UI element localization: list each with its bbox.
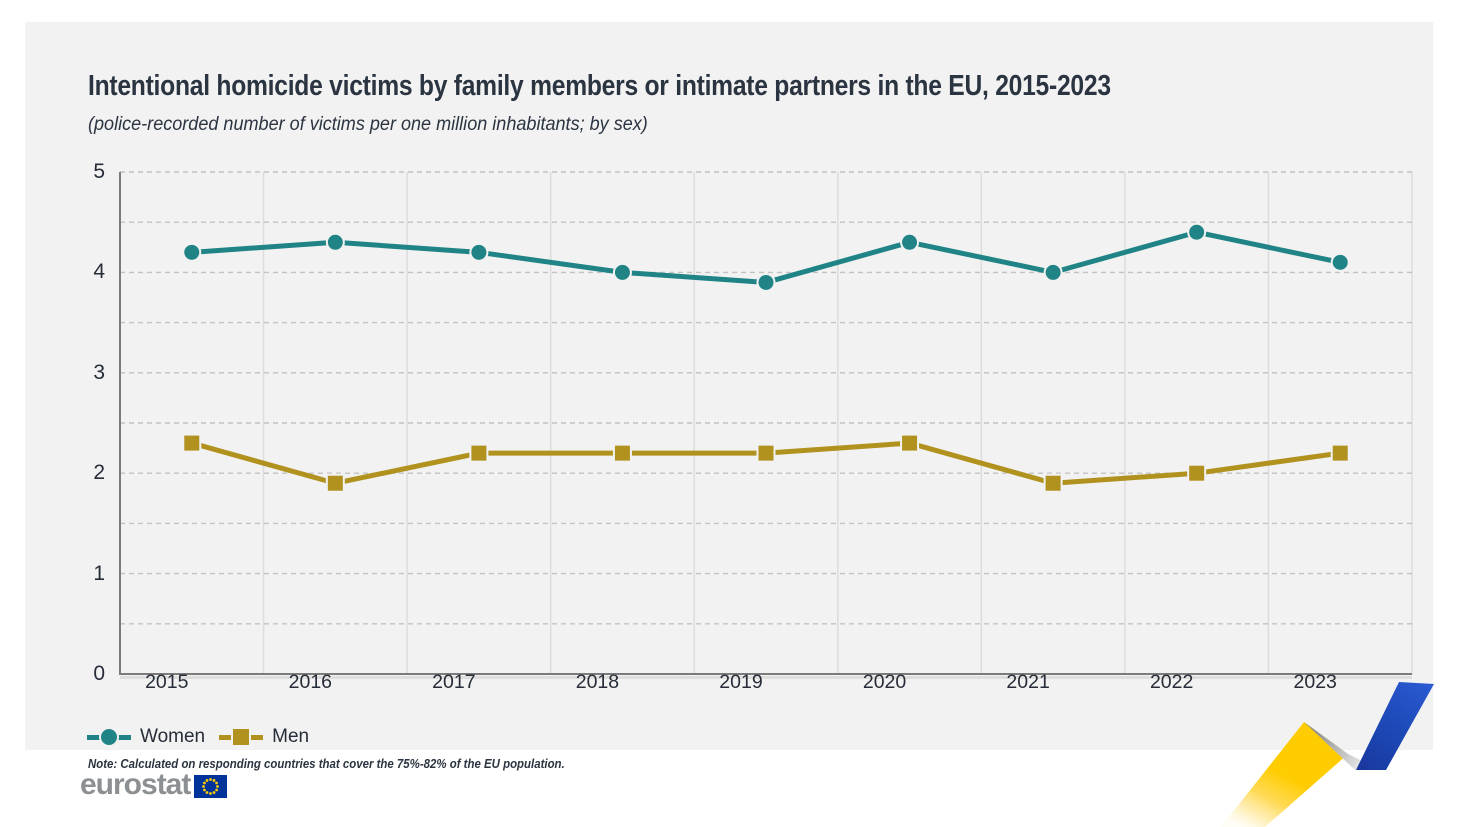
x-axis-tick-label: 2017 [432,671,476,693]
y-axis-tick-label: 2 [93,461,105,485]
eurostat-logo-text: eurostat [80,768,191,801]
plot-area [119,171,1413,679]
x-axis-tick-label: 2019 [719,671,763,693]
brand-ribbon-graphic [1221,682,1434,827]
eurostat-logo: eurostat [80,768,228,802]
legend: Women Men [87,726,313,748]
women-data-point [612,262,632,282]
women-line-marker-icon [87,728,131,746]
men-data-point [1043,473,1063,493]
chart-subtitle: (police-recorded number of victims per o… [88,114,648,135]
x-axis-tick-label: 2023 [1293,671,1337,693]
women-data-point [900,232,920,252]
men-data-point [469,443,489,463]
women-data-point [325,232,345,252]
legend-label-women: Women [140,726,206,747]
y-axis-tick-label: 1 [93,561,105,585]
women-data-point [1187,222,1207,242]
men-data-point [756,443,776,463]
x-axis-tick-label: 2015 [145,671,189,693]
y-axis-tick-label: 4 [93,260,105,284]
women-data-point [1330,252,1350,272]
legend-label-men: Men [272,726,310,747]
eu-flag-icon [194,775,228,798]
x-axis-tick-label: 2016 [288,671,333,693]
x-axis-tick-label: 2020 [862,671,907,693]
legend-item-women[interactable]: Women [87,726,205,748]
women-data-point [182,242,202,262]
men-data-point [900,433,920,453]
legend-item-men[interactable]: Men [219,726,309,748]
ribbon-yellow-band [1221,722,1348,827]
footnote: Note: Calculated on responding countries… [88,756,565,771]
men-data-point [1187,463,1207,483]
women-data-point [1043,262,1063,282]
men-line-marker-icon [219,728,264,746]
ribbon-blue-band [1356,682,1434,770]
y-axis-tick-label: 3 [93,360,105,384]
men-data-point [612,443,632,463]
y-axis-tick-label: 5 [93,160,105,183]
y-axis: 0 1 2 3 4 5 [55,22,105,722]
x-axis-tick-label: 2021 [1006,671,1050,693]
y-axis-tick-label: 0 [93,662,105,685]
x-axis-tick-label: 2018 [575,671,620,693]
x-axis: 2015 2016 2017 2018 2019 2020 2021 2022 2023 [0,671,1457,699]
women-data-point [756,272,776,292]
men-data-point [1330,443,1350,463]
chart-card: Intentional homicide victims by family m… [25,22,1433,771]
chart-title: Intentional homicide victims by family m… [88,70,1111,102]
men-data-point [325,473,345,493]
men-data-point [182,433,202,453]
x-axis-tick-label: 2022 [1149,671,1194,693]
women-data-point [469,242,489,262]
